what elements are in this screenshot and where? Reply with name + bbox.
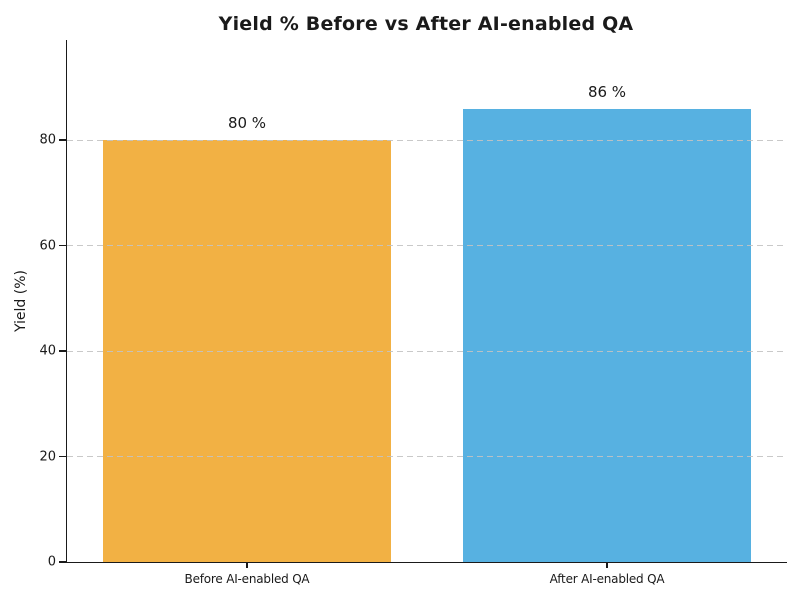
bar-1 [463, 108, 751, 562]
y-tick-mark [59, 455, 66, 458]
y-tick-mark [59, 350, 66, 352]
y-tick-mark [59, 244, 66, 247]
plot-area: 0 20 40 60 80 80 % Before AI-enabled QA 86 % Aft… [39, 40, 787, 586]
y-axis-label: Yield (%) [13, 269, 29, 333]
bar-value-label: 86 % [587, 82, 627, 101]
y-tick-label: 80 [39, 132, 56, 148]
y-tick-label: 0 [47, 554, 56, 570]
y-tick-label: 40 [39, 343, 56, 359]
y-tick-label: 60 [39, 238, 56, 254]
chart-title: Yield % Before vs After AI-enabled QA [218, 13, 634, 35]
x-tick-mark [606, 562, 608, 568]
x-tick-mark [246, 562, 248, 568]
y-tick-mark [59, 139, 66, 141]
y-tick-mark [59, 561, 66, 563]
x-tick-label: After AI-enabled QA [549, 572, 665, 586]
bar-0 [103, 140, 391, 562]
bar-value-label: 80 % [227, 114, 267, 133]
y-tick-label: 20 [39, 449, 56, 465]
x-tick-label: Before AI-enabled QA [184, 572, 310, 586]
